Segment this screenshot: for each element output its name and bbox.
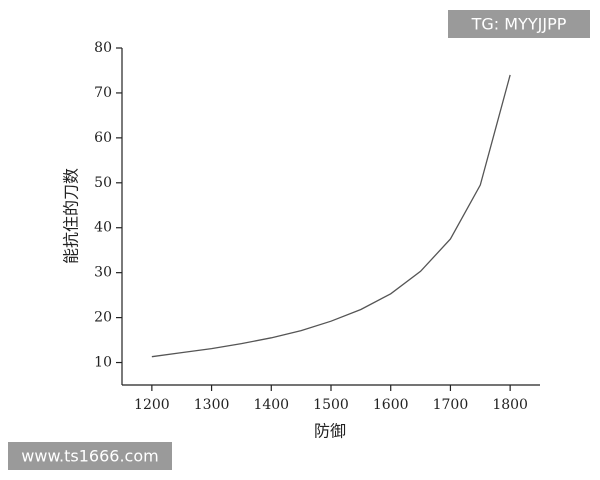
x-tick-label: 1600 xyxy=(373,397,409,413)
data-line xyxy=(151,74,511,358)
y-tick-label: 70 xyxy=(94,85,112,101)
y-tick-label: 10 xyxy=(94,355,112,371)
y-axis-label: 能抗住的刀数 xyxy=(62,168,81,264)
y-tick-label: 20 xyxy=(94,310,112,326)
watermark-box xyxy=(8,442,172,470)
x-tick-label: 1300 xyxy=(194,397,230,413)
y-tick-label: 50 xyxy=(94,175,112,191)
watermark-box xyxy=(448,10,590,38)
x-tick-label: 1200 xyxy=(134,397,170,413)
x-tick-label: 1400 xyxy=(253,397,289,413)
watermark: TG: MYYJJPP xyxy=(471,15,567,34)
y-tick-label: 60 xyxy=(94,130,112,146)
x-tick-label: 1800 xyxy=(492,397,528,413)
watermark: www.ts1666.com xyxy=(21,447,158,466)
x-tick-label: 1500 xyxy=(313,397,349,413)
x-axis-label: 防御 xyxy=(314,422,346,441)
y-tick-label: 30 xyxy=(94,265,112,281)
x-tick-label: 1700 xyxy=(433,397,469,413)
y-tick-label: 40 xyxy=(94,220,112,236)
y-tick-label: 80 xyxy=(94,40,112,56)
